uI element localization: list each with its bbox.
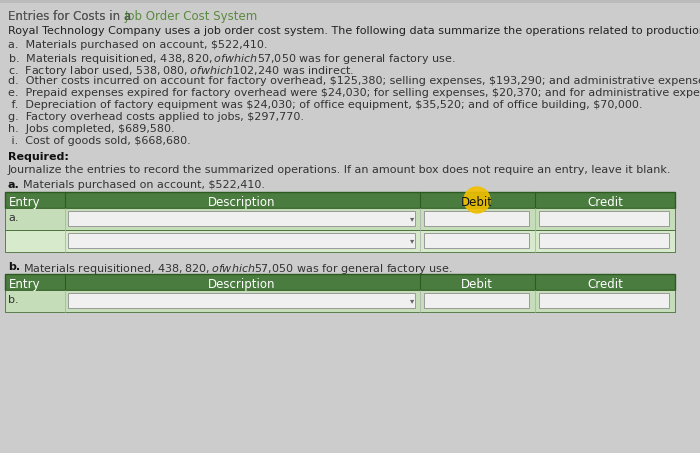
Text: b.: b. <box>8 262 20 272</box>
Bar <box>539 233 669 248</box>
Text: Debit: Debit <box>461 196 493 209</box>
Text: b.  Materials requisitioned, $438,820, of which $57,050 was for general factory : b. Materials requisitioned, $438,820, of… <box>8 52 456 66</box>
Text: Credit: Credit <box>587 278 623 291</box>
Text: Required:: Required: <box>8 152 69 162</box>
Text: Entries for Costs in a: Entries for Costs in a <box>8 10 135 23</box>
Bar <box>539 211 669 226</box>
Text: c.  Factory labor used, $538,080, of which $102,240 was indirect.: c. Factory labor used, $538,080, of whic… <box>8 64 354 78</box>
Bar <box>5 192 675 208</box>
Text: Materials purchased on account, $522,410.: Materials purchased on account, $522,410… <box>16 180 265 190</box>
Bar <box>5 208 675 230</box>
Text: Entries for Costs in a: Entries for Costs in a <box>8 10 135 23</box>
Bar <box>5 274 675 290</box>
Text: Journalize the entries to record the summarized operations. If an amount box doe: Journalize the entries to record the sum… <box>8 165 671 175</box>
Text: ▾: ▾ <box>410 236 414 245</box>
Text: Job Order Cost System: Job Order Cost System <box>124 10 258 23</box>
Bar <box>68 293 415 308</box>
Text: ▾: ▾ <box>410 296 414 305</box>
Bar <box>539 293 669 308</box>
Text: a.: a. <box>8 180 20 190</box>
Text: Credit: Credit <box>587 196 623 209</box>
Text: Entries for Costs in a: Entries for Costs in a <box>0 0 148 3</box>
Bar <box>424 233 529 248</box>
Text: ▾: ▾ <box>410 214 414 223</box>
Bar <box>0 0 700 3</box>
Text: a.  Materials purchased on account, $522,410.: a. Materials purchased on account, $522,… <box>8 40 267 50</box>
Text: Description: Description <box>209 278 276 291</box>
Circle shape <box>464 187 490 213</box>
Bar <box>68 233 415 248</box>
Text: g.  Factory overhead costs applied to jobs, $297,770.: g. Factory overhead costs applied to job… <box>8 112 304 122</box>
Text: Entry: Entry <box>9 196 41 209</box>
Bar <box>68 211 415 226</box>
Text: a.: a. <box>8 213 18 223</box>
Bar <box>424 211 529 226</box>
Text: Description: Description <box>209 196 276 209</box>
Bar <box>424 293 529 308</box>
Text: f.  Depreciation of factory equipment was $24,030; of office equipment, $35,520;: f. Depreciation of factory equipment was… <box>8 100 643 110</box>
Text: d.  Other costs incurred on account for factory overhead, $125,380; selling expe: d. Other costs incurred on account for f… <box>8 76 700 86</box>
Text: e.  Prepaid expenses expired for factory overhead were $24,030; for selling expe: e. Prepaid expenses expired for factory … <box>8 88 700 98</box>
Text: Royal Technology Company uses a job order cost system. The following data summar: Royal Technology Company uses a job orde… <box>8 26 700 36</box>
Text: Debit: Debit <box>461 278 493 291</box>
Text: h.  Jobs completed, $689,580.: h. Jobs completed, $689,580. <box>8 124 174 134</box>
Text: b.: b. <box>8 295 19 305</box>
Text: Debit: Debit <box>461 196 493 209</box>
Text: Entry: Entry <box>9 278 41 291</box>
Bar <box>5 230 675 252</box>
Text: i.  Cost of goods sold, $668,680.: i. Cost of goods sold, $668,680. <box>8 136 190 146</box>
Bar <box>5 290 675 312</box>
Text: Materials requisitioned, $438,820, of which $57,050 was for general factory use.: Materials requisitioned, $438,820, of wh… <box>16 262 453 276</box>
